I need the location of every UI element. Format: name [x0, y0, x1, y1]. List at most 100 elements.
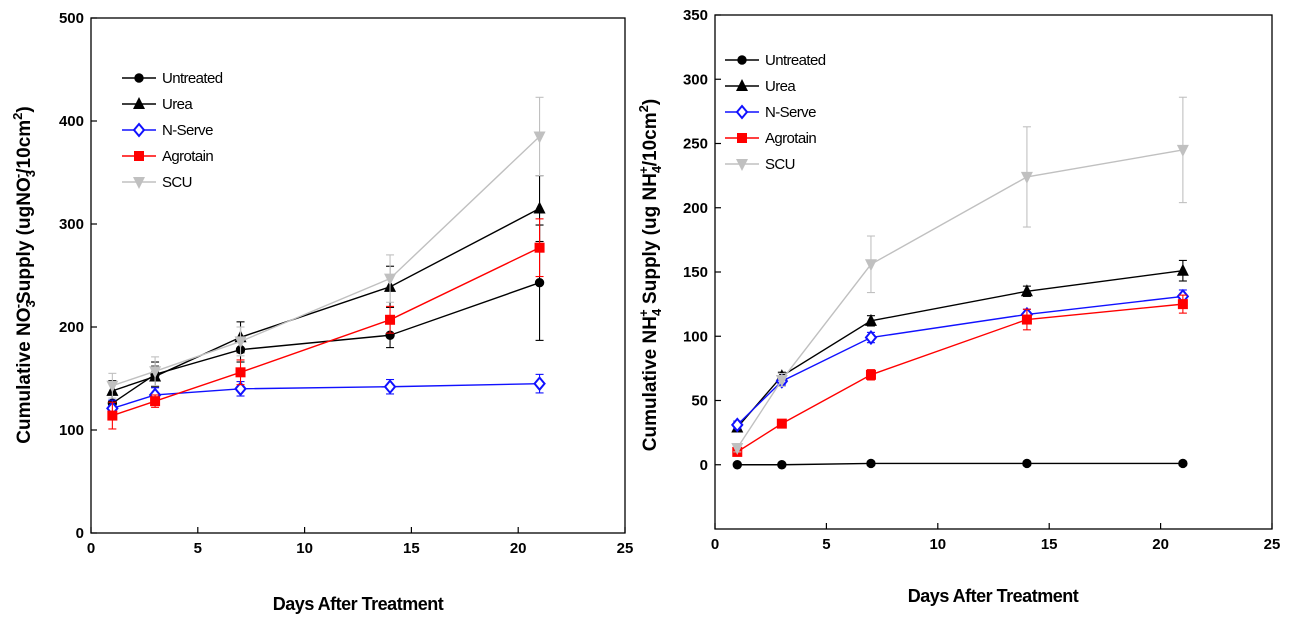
data-point [1021, 314, 1032, 325]
data-point [234, 336, 247, 349]
legend-label: N-Serve [765, 104, 816, 121]
y-tick-label: 150 [683, 264, 708, 281]
data-point [534, 278, 545, 288]
x-axis-label: Days After Treatment [908, 586, 1079, 606]
y-axis-label-part: Cumulative NO [14, 308, 35, 444]
legend-entry: SCU [122, 174, 192, 191]
data-point [865, 369, 876, 380]
legend-entry: Agrotain [725, 130, 817, 147]
series-line [737, 462, 1183, 466]
data-point [234, 381, 247, 397]
legend-label: N-Serve [162, 122, 213, 139]
legend-label: Untreated [765, 52, 826, 69]
series-urea [106, 175, 546, 402]
y-axis-label-part: + [636, 309, 651, 317]
series-agrotain [107, 218, 545, 430]
legend-entry: N-Serve [122, 122, 214, 139]
y-tick-label: 100 [683, 328, 708, 345]
y-axis-label-part: + [636, 166, 651, 174]
legend-label: SCU [765, 156, 795, 173]
series-urea [731, 259, 1189, 433]
data-point [777, 460, 787, 470]
legend-entry: Urea [122, 96, 194, 113]
legend-marker [737, 55, 747, 65]
series-scu [731, 96, 1189, 456]
legend-marker [736, 79, 748, 91]
data-point [775, 374, 788, 387]
y-tick-label: 100 [59, 422, 84, 439]
data-point [383, 379, 397, 395]
y-tick-label: 200 [683, 200, 708, 217]
data-point [534, 242, 545, 253]
data-point [864, 329, 878, 346]
y-tick-label: 0 [700, 457, 708, 474]
data-point [732, 460, 742, 470]
legend-label: Agrotain [162, 148, 213, 165]
y-axis-label-part: Supply (ugNO [14, 177, 35, 304]
data-point [776, 418, 787, 429]
chart-panel-1: 0 5 10 15 20 25 0 100 200 300 400 500 Days After Tre… [10, 10, 633, 614]
x-tick-label: 25 [1264, 536, 1281, 553]
series-n-serve [730, 288, 1190, 433]
legend-marker [133, 97, 145, 109]
series-line [736, 270, 1183, 428]
x-tick-label: 5 [194, 540, 202, 557]
x-tick-label: 0 [711, 536, 719, 553]
plot-frame [90, 17, 626, 534]
legend-entry: Untreated [122, 70, 223, 87]
data-point [533, 201, 546, 214]
legend-entry: Urea [725, 78, 797, 95]
y-axis-label: Cumulative NH4+ Supply (ug NH4+/10cm2) [636, 99, 664, 451]
y-axis-label-part: 4 [649, 165, 664, 173]
data-point [1176, 263, 1189, 276]
y-axis-label-part: 4 [649, 308, 664, 316]
y-axis-label-part: /10cm [640, 112, 661, 166]
y-tick-label: 350 [683, 7, 708, 24]
data-point [107, 410, 118, 421]
x-axis-label: Days After Treatment [273, 594, 444, 614]
legend-entry: N-Serve [725, 104, 817, 121]
legend-marker [134, 73, 144, 83]
legend-label: Agrotain [765, 130, 816, 147]
x-tick-label: 0 [87, 540, 95, 557]
legend-label: Urea [765, 78, 796, 95]
y-tick-label: 50 [691, 393, 708, 410]
series-agrotain [732, 294, 1188, 457]
data-point [864, 259, 877, 272]
y-tick-label: 400 [59, 113, 84, 130]
legend-marker [133, 177, 145, 189]
series-line [736, 303, 1183, 453]
legend-entry: Untreated [725, 52, 826, 69]
series-scu [106, 96, 546, 399]
legend-label: Untreated [162, 70, 223, 87]
y-tick-label: 500 [59, 10, 84, 27]
data-point [533, 131, 546, 144]
y-axis-label-part: ) [640, 99, 661, 105]
x-tick-label: 20 [510, 540, 527, 557]
legend-marker [737, 133, 747, 143]
y-axis-label-part: - [10, 174, 25, 178]
y-tick-label: 300 [59, 216, 84, 233]
data-point [235, 367, 246, 378]
data-point [1020, 171, 1033, 184]
data-point [731, 443, 744, 456]
y-axis-label-part: 2 [10, 113, 25, 120]
y-axis-label-part: 3 [23, 170, 38, 177]
data-point [150, 396, 161, 407]
y-tick-label: 0 [76, 525, 84, 542]
legend-marker [735, 104, 749, 120]
y-axis-label-part: ) [14, 106, 35, 112]
series-line [112, 382, 540, 410]
data-point [384, 273, 397, 286]
x-tick-label: 20 [1152, 536, 1169, 553]
y-tick-label: 200 [59, 319, 84, 336]
legend-marker [134, 151, 144, 161]
data-point [1020, 284, 1033, 297]
legend-entry: Agrotain [122, 148, 214, 165]
data-point [1177, 299, 1188, 310]
x-tick-label: 15 [403, 540, 420, 557]
x-tick-label: 5 [822, 536, 830, 553]
